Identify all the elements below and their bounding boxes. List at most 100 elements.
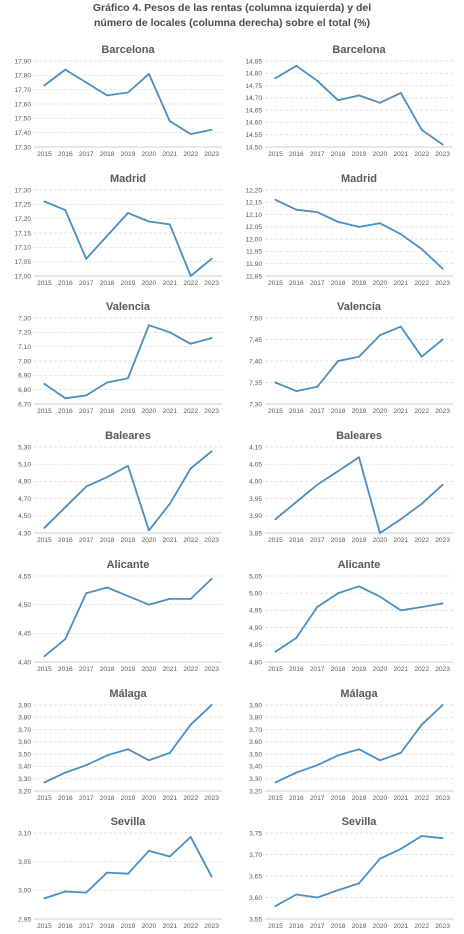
x-tick-label: 2017 (79, 666, 94, 673)
x-tick-label: 2020 (373, 666, 388, 673)
x-tick-label: 2022 (414, 537, 429, 544)
y-tick-label: 3,40 (18, 764, 31, 771)
panel-title: Valencia (106, 301, 151, 313)
data-point (337, 99, 340, 102)
y-tick-label: 7,40 (249, 358, 262, 365)
x-tick-label: 2022 (414, 666, 429, 673)
figure-title: Gráfico 4. Pesos de las rentas (columna … (0, 1, 464, 31)
y-tick-label: 17,80 (14, 73, 31, 80)
data-point (337, 221, 340, 223)
data-point (316, 896, 319, 899)
y-tick-label: 6,90 (18, 373, 31, 380)
y-tick-label: 3,70 (249, 727, 262, 734)
data-point (358, 585, 360, 588)
y-tick-label: 3,70 (249, 852, 262, 859)
y-tick-label: 4,45 (18, 631, 31, 638)
y-tick-label: 17,70 (14, 87, 31, 94)
y-tick-label: 4,90 (249, 625, 262, 632)
y-tick-label: 17,50 (14, 116, 31, 123)
data-point (337, 360, 340, 362)
y-tick-label: 7,30 (249, 401, 262, 408)
y-tick-label: 5,00 (249, 591, 262, 598)
y-tick-label: 4,40 (18, 659, 31, 666)
x-tick-label: 2021 (162, 795, 177, 802)
x-tick-label: 2021 (162, 537, 177, 544)
x-tick-label: 2015 (37, 666, 52, 673)
x-tick-label: 2016 (289, 151, 304, 158)
x-tick-label: 2021 (393, 151, 408, 158)
x-tick-label: 2023 (435, 537, 450, 544)
x-tick-label: 2015 (268, 795, 283, 802)
x-tick-label: 2018 (331, 280, 346, 287)
x-tick-label: 2017 (310, 280, 325, 287)
data-point (85, 257, 88, 260)
y-tick-label: 3,30 (18, 776, 31, 783)
data-point (210, 337, 213, 339)
figure-title-line-2: número de locales (columna derecha) sobr… (94, 17, 370, 29)
data-point (295, 65, 298, 67)
y-tick-label: 14,85 (245, 58, 262, 65)
x-tick-label: 2019 (352, 280, 367, 287)
data-point (358, 882, 360, 885)
y-tick-label: 7,10 (18, 344, 31, 351)
x-tick-label: 2021 (393, 537, 408, 544)
y-tick-label: 4,55 (18, 573, 31, 580)
y-tick-label: 12,20 (245, 187, 262, 194)
data-point (64, 638, 67, 640)
panel-title: Madrid (110, 173, 146, 185)
panel-title: Madrid (341, 173, 377, 185)
data-point (85, 485, 88, 488)
chart-panel-sevilla-izquierda: Sevilla 2,95 3,00 3,05 3,10 2015 2016 2017 2018 2… (18, 816, 222, 930)
data-point (441, 483, 444, 486)
y-tick-label: 4,00 (249, 479, 262, 486)
data-point (420, 723, 423, 726)
data-point (441, 602, 444, 605)
chart-panel-baleares-izquierda: Baleares 4,30 4,50 4,70 4,90 5,10 5,30 2015 2016… (18, 430, 222, 544)
x-tick-label: 2017 (310, 408, 325, 415)
x-tick-label: 2017 (79, 408, 94, 415)
x-tick-label: 2015 (268, 923, 283, 930)
data-point (106, 754, 109, 757)
x-tick-label: 2021 (393, 666, 408, 673)
data-point (64, 209, 67, 211)
data-point (441, 837, 444, 840)
x-tick-label: 2023 (435, 151, 450, 158)
x-tick-label: 2022 (414, 151, 429, 158)
y-tick-label: 3,95 (249, 496, 262, 503)
x-tick-label: 2021 (162, 151, 177, 158)
x-tick-label: 2022 (414, 408, 429, 415)
data-point (378, 334, 381, 337)
data-point (420, 502, 423, 505)
chart-panel-barcelona-izquierda: Barcelona 17,30 17,40 17,50 17,60 17,70 17,80 1… (14, 44, 222, 158)
chart-panel-málaga-derecha: Málaga 3,20 3,30 3,40 3,50 3,60 3,70 3,80 3,90 20… (249, 688, 453, 802)
y-tick-label: 2,95 (18, 916, 31, 923)
data-point (316, 79, 319, 82)
y-tick-label: 14,60 (245, 120, 262, 127)
y-tick-label: 12,10 (245, 212, 262, 219)
data-point (127, 212, 129, 214)
x-tick-label: 2019 (121, 923, 136, 930)
x-tick-label: 2017 (79, 537, 94, 544)
y-tick-label: 4,70 (18, 496, 31, 503)
panel-title: Málaga (340, 688, 378, 700)
x-tick-label: 2020 (142, 666, 157, 673)
x-tick-label: 2018 (331, 795, 346, 802)
x-tick-label: 2019 (121, 280, 136, 287)
y-tick-label: 17,30 (14, 144, 31, 151)
data-point (43, 526, 46, 529)
y-tick-label: 11,90 (246, 261, 262, 268)
x-tick-label: 2020 (373, 408, 388, 415)
panel-title: Sevilla (111, 816, 147, 828)
x-tick-label: 2018 (100, 408, 115, 415)
panel-title: Baleares (336, 430, 382, 442)
data-point (127, 91, 129, 94)
y-tick-label: 3,60 (18, 739, 31, 746)
x-tick-label: 2019 (352, 408, 367, 415)
data-point (189, 467, 192, 470)
x-tick-label: 2015 (37, 537, 52, 544)
panel-title: Alicante (107, 559, 150, 571)
data-point (189, 723, 192, 726)
data-point (147, 220, 150, 223)
y-tick-label: 6,70 (18, 401, 31, 408)
data-point (168, 120, 171, 123)
